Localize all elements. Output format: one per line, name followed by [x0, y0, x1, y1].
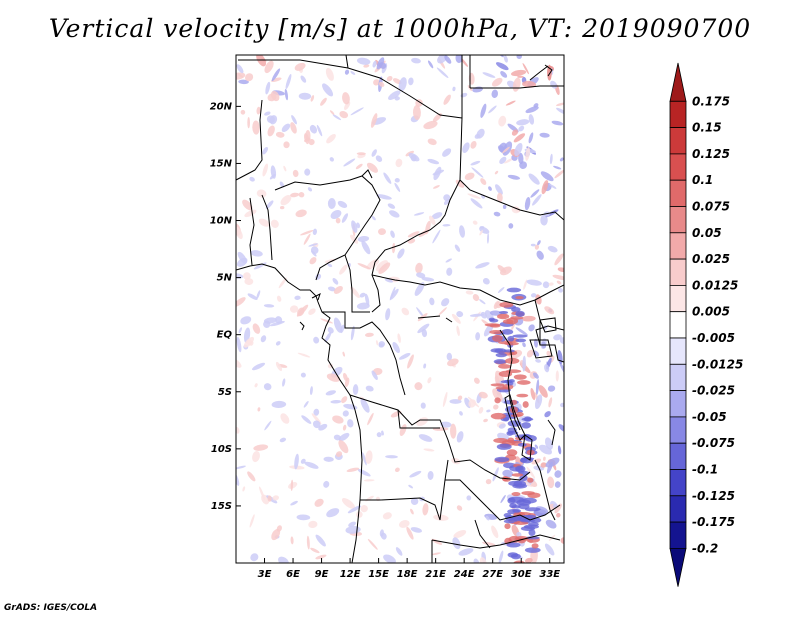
lat-tick-label: 10S — [211, 444, 232, 455]
colorbar-label: -0.025 — [692, 384, 735, 398]
map-area — [236, 55, 564, 563]
lat-tick-label: 5N — [217, 273, 233, 284]
colorbar-swatch — [669, 127, 687, 155]
latitude-axis: 20N 15N 10N 5N EQ 5S 10S 15S — [210, 101, 241, 512]
colorbar — [669, 62, 687, 587]
colorbar-swatch — [669, 495, 687, 523]
lon-tick-label: 30E — [511, 569, 532, 580]
longitude-axis: 3E 6E 9E 12E 15E 18E 21E 24E 27E 30E 33E — [258, 558, 560, 580]
colorbar-labels: 0.175 0.15 0.125 0.1 0.075 0.05 0.025 0.0125 0.0… — [692, 94, 743, 555]
velocity-field — [236, 55, 564, 563]
colorbar-swatch — [669, 311, 687, 339]
colorbar-swatch — [669, 416, 687, 444]
colorbar-label: -0.2 — [692, 541, 718, 555]
colorbar-swatch — [669, 521, 687, 549]
lon-tick-label: 27E — [482, 569, 503, 580]
colorbar-swatch — [669, 232, 687, 260]
colorbar-swatch — [669, 548, 687, 587]
colorbar-swatch — [669, 469, 687, 497]
lat-tick-label: EQ — [217, 330, 233, 341]
colorbar-label: 0.0125 — [692, 278, 738, 292]
colorbar-swatch — [669, 442, 687, 470]
map-frame — [235, 54, 565, 564]
colorbar-label: -0.1 — [692, 463, 718, 477]
lon-tick-label: 3E — [258, 569, 272, 580]
colorbar-label: 0.075 — [692, 200, 730, 214]
lon-tick-label: 24E — [454, 569, 475, 580]
colorbar-label: 0.05 — [692, 226, 722, 240]
colorbar-swatch — [669, 284, 687, 313]
lon-tick-label: 9E — [315, 569, 329, 580]
colorbar-swatch — [669, 258, 687, 286]
colorbar-swatch — [669, 100, 687, 129]
colorbar-label: -0.125 — [692, 489, 735, 503]
colorbar-label: -0.175 — [692, 515, 735, 529]
lon-tick-label: 6E — [286, 569, 300, 580]
lon-tick-label: 15E — [368, 569, 389, 580]
grads-credit: GrADS: IGES/COLA — [4, 603, 98, 613]
colorbar-label: 0.005 — [692, 305, 730, 319]
colorbar-label: 0.15 — [692, 121, 722, 135]
lat-tick-label: 15N — [210, 158, 233, 169]
country-borders — [236, 55, 564, 563]
colorbar-label: -0.05 — [692, 410, 727, 424]
colorbar-swatch — [669, 206, 687, 234]
lon-tick-label: 18E — [397, 569, 418, 580]
colorbar-swatch — [669, 179, 687, 207]
lon-tick-label: 12E — [340, 569, 361, 580]
colorbar-label: 0.1 — [692, 173, 713, 187]
colorbar-label: -0.0125 — [692, 357, 743, 371]
lon-tick-label: 21E — [425, 569, 446, 580]
colorbar-label: 0.175 — [692, 94, 730, 108]
lat-tick-label: 5S — [218, 387, 232, 398]
colorbar-label: 0.025 — [692, 252, 730, 266]
colorbar-swatch — [669, 153, 687, 181]
map-title: Vertical velocity [m/s] at 1000hPa, VT: … — [48, 14, 752, 43]
lat-tick-label: 10N — [210, 216, 233, 227]
colorbar-label: -0.075 — [692, 436, 735, 450]
colorbar-swatch — [669, 390, 687, 418]
colorbar-swatch — [669, 337, 687, 365]
lat-tick-label: 15S — [211, 501, 232, 512]
colorbar-swatch — [669, 62, 687, 102]
colorbar-swatch — [669, 363, 687, 391]
colorbar-label: 0.125 — [692, 147, 730, 161]
lat-tick-label: 20N — [210, 101, 233, 112]
lon-tick-label: 33E — [539, 569, 560, 580]
colorbar-label: -0.005 — [692, 331, 735, 345]
